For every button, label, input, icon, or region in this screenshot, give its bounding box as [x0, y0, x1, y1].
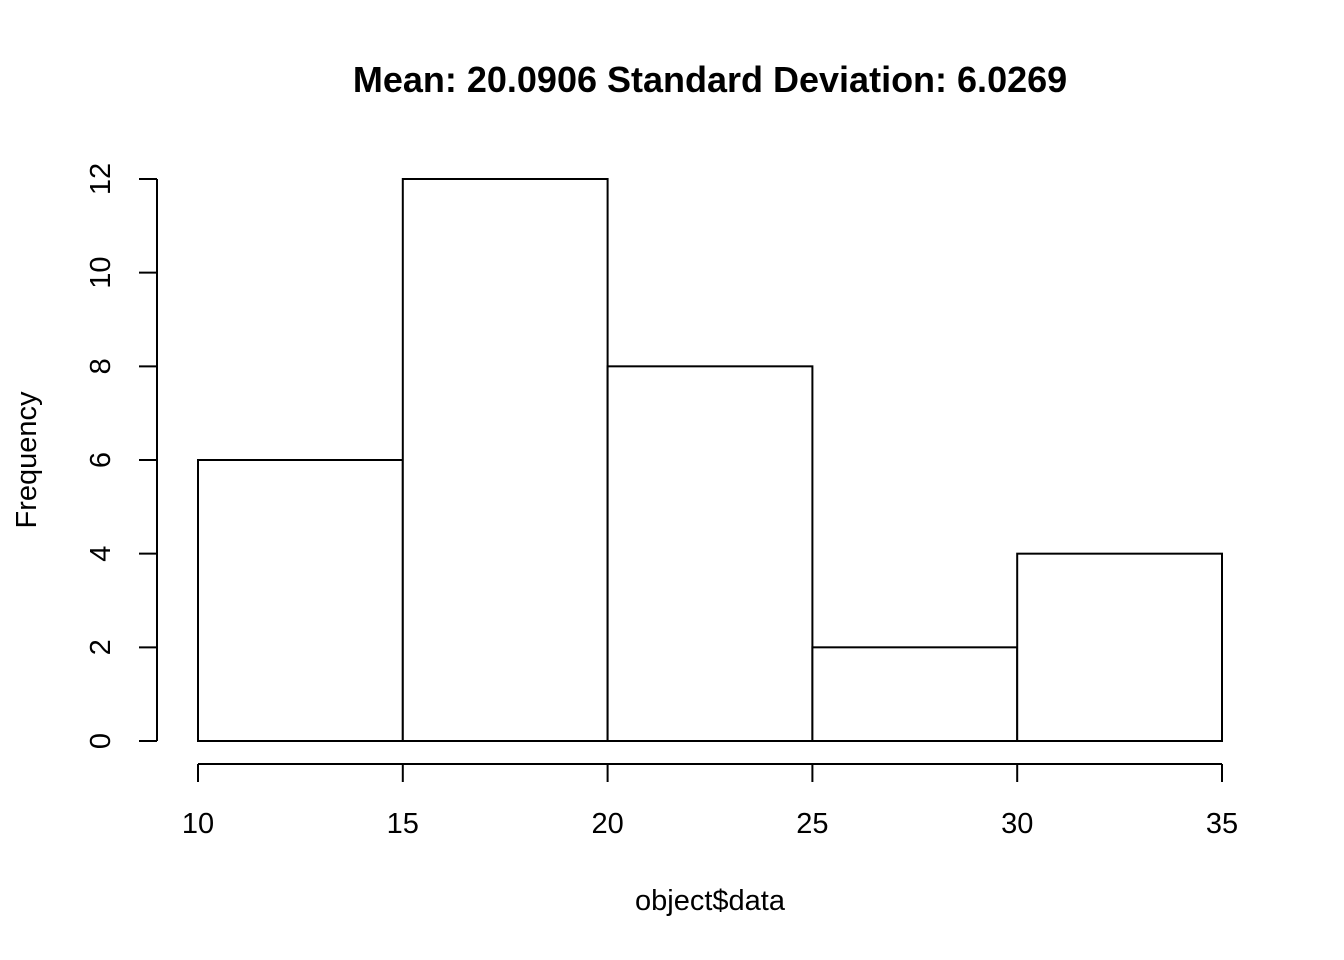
x-tick-label: 30 [1001, 808, 1033, 840]
y-tick-label: 6 [85, 452, 117, 468]
y-tick-label: 0 [85, 733, 117, 749]
y-axis-label: Frequency [11, 391, 43, 529]
y-tick-label: 4 [85, 546, 117, 562]
histogram-bar-0 [197, 459, 404, 742]
x-tick-label: 15 [387, 808, 419, 840]
x-axis: 10 15 20 25 30 35 [182, 763, 1238, 840]
y-tick-label: 12 [85, 163, 117, 195]
x-tick-label: 20 [591, 808, 623, 840]
y-tick-label: 2 [85, 639, 117, 655]
y-axis: 0 2 4 6 8 10 12 [85, 163, 158, 749]
y-tick-label: 10 [85, 257, 117, 289]
histogram-bar-2 [606, 365, 814, 742]
bars-group [197, 178, 1224, 743]
x-tick-label: 35 [1206, 808, 1238, 840]
x-tick-label: 10 [182, 808, 214, 840]
x-tick-label: 25 [796, 808, 828, 840]
x-axis-label: object$data [635, 885, 786, 917]
y-tick-label: 8 [85, 358, 117, 374]
chart-title: Mean: 20.0906 Standard Deviation: 6.0269 [353, 59, 1067, 100]
histogram-bar-3 [811, 646, 1019, 742]
histogram-bar-4 [1016, 552, 1224, 743]
histogram-bar-1 [401, 178, 609, 742]
